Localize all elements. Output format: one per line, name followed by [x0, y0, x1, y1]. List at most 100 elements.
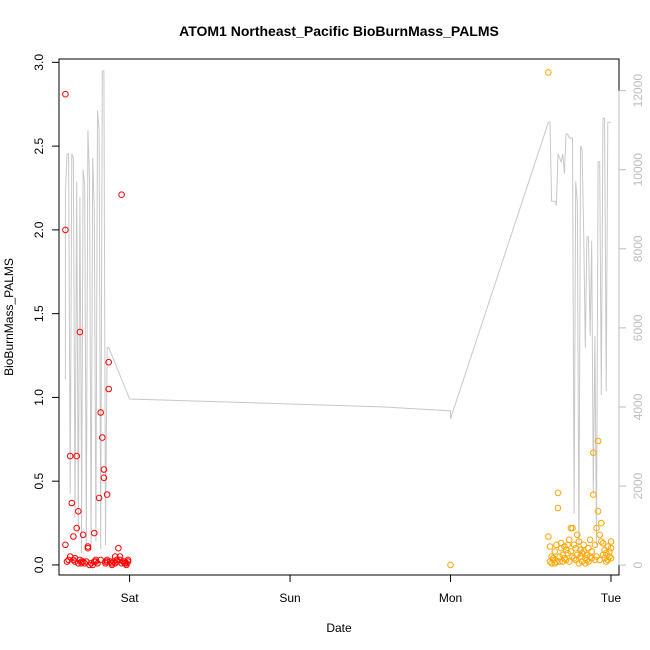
- data-point: [108, 561, 116, 569]
- data-point: [556, 558, 563, 565]
- data-point: [554, 489, 562, 497]
- data-point: [115, 544, 122, 552]
- y2-tick-label: 0: [631, 561, 645, 568]
- series-2-points: [447, 69, 615, 569]
- data-point: [574, 531, 581, 539]
- data-point: [582, 560, 589, 567]
- data-point: [62, 541, 69, 549]
- data-point: [545, 533, 552, 540]
- data-point: [562, 556, 570, 564]
- y2-tick-label: 6000: [631, 314, 645, 341]
- data-point: [596, 531, 604, 539]
- y-tick-label: 0.0: [32, 556, 46, 573]
- y-axis-left: 0.0 0.5 1.0 1.5 2.0 2.5 3.0: [32, 54, 60, 573]
- data-point: [570, 541, 578, 549]
- data-point: [124, 556, 132, 564]
- data-point: [111, 560, 119, 567]
- x-axis-label: Date: [326, 621, 352, 635]
- y2-tick-label: 2000: [631, 472, 645, 499]
- data-point: [65, 556, 72, 564]
- data-point: [121, 558, 129, 565]
- y-axis-right: 0 2000 4000 6000 8000 10000 12000: [618, 74, 645, 568]
- data-point: [575, 560, 583, 567]
- data-point: [553, 558, 560, 565]
- data-point: [593, 524, 600, 532]
- data-point: [66, 452, 74, 460]
- data-point: [577, 546, 584, 554]
- data-point: [63, 558, 71, 565]
- x-axis: Sat Sun Mon Tue: [121, 574, 621, 605]
- data-point: [447, 561, 454, 569]
- data-point: [97, 409, 104, 416]
- data-point: [591, 556, 599, 564]
- data-point: [68, 499, 76, 507]
- x-tick-label: Sun: [279, 591, 300, 605]
- data-point: [551, 548, 559, 555]
- y-tick-label: 2.0: [32, 221, 46, 238]
- x-tick-label: Sat: [121, 591, 140, 605]
- data-point: [546, 543, 554, 550]
- data-point: [607, 544, 615, 552]
- data-point: [91, 529, 98, 537]
- data-point: [591, 541, 599, 549]
- data-point: [103, 491, 111, 498]
- data-point: [586, 536, 594, 544]
- data-point: [575, 538, 583, 545]
- data-point: [73, 452, 80, 460]
- x-tick-label: Mon: [439, 591, 462, 605]
- data-point: [548, 553, 555, 560]
- y-tick-label: 3.0: [32, 54, 46, 71]
- data-point: [590, 449, 597, 457]
- y-tick-label: 2.5: [32, 137, 46, 154]
- data-point: [602, 558, 610, 565]
- y-tick-label: 1.5: [32, 305, 46, 322]
- data-point: [100, 474, 108, 482]
- data-point: [84, 543, 92, 550]
- y-tick-label: 1.0: [32, 389, 46, 406]
- data-point: [604, 556, 612, 564]
- data-point: [99, 434, 106, 441]
- y-axis-label: BioBurnMass_PALMS: [2, 258, 16, 376]
- data-point: [116, 553, 124, 560]
- data-point: [95, 494, 103, 502]
- y2-tick-label: 12000: [631, 74, 645, 108]
- data-point: [79, 531, 87, 539]
- data-point: [73, 524, 80, 532]
- data-point: [100, 466, 108, 473]
- data-point: [545, 69, 552, 76]
- data-point: [599, 539, 607, 547]
- data-point: [70, 556, 77, 564]
- data-point: [583, 551, 591, 559]
- chart-title: ATOM1 Northeast_Pacific BioBurnMass_PALM…: [179, 23, 499, 39]
- scatter-points-layer: [62, 69, 615, 569]
- data-point: [569, 524, 576, 532]
- data-point: [118, 191, 125, 198]
- data-point: [559, 558, 567, 565]
- y-tick-label: 0.5: [32, 473, 46, 490]
- altitude-line-layer: [64, 70, 611, 558]
- data-point: [554, 504, 562, 512]
- data-point: [561, 554, 568, 562]
- y2-tick-label: 10000: [631, 153, 645, 187]
- data-point: [580, 541, 588, 549]
- data-point: [598, 519, 605, 527]
- data-point: [62, 90, 69, 98]
- data-point: [105, 358, 112, 366]
- data-point: [76, 556, 84, 564]
- data-point: [607, 538, 615, 545]
- data-point: [103, 556, 111, 564]
- series-1-points: [62, 90, 132, 569]
- data-point: [594, 437, 602, 445]
- data-point: [123, 560, 130, 567]
- data-point: [566, 558, 573, 565]
- data-point: [566, 536, 573, 544]
- data-point: [549, 556, 557, 564]
- data-point: [70, 533, 77, 540]
- data-point: [564, 549, 572, 557]
- data-point: [594, 508, 602, 515]
- data-point: [588, 548, 596, 555]
- data-point: [606, 548, 613, 555]
- data-point: [86, 561, 93, 569]
